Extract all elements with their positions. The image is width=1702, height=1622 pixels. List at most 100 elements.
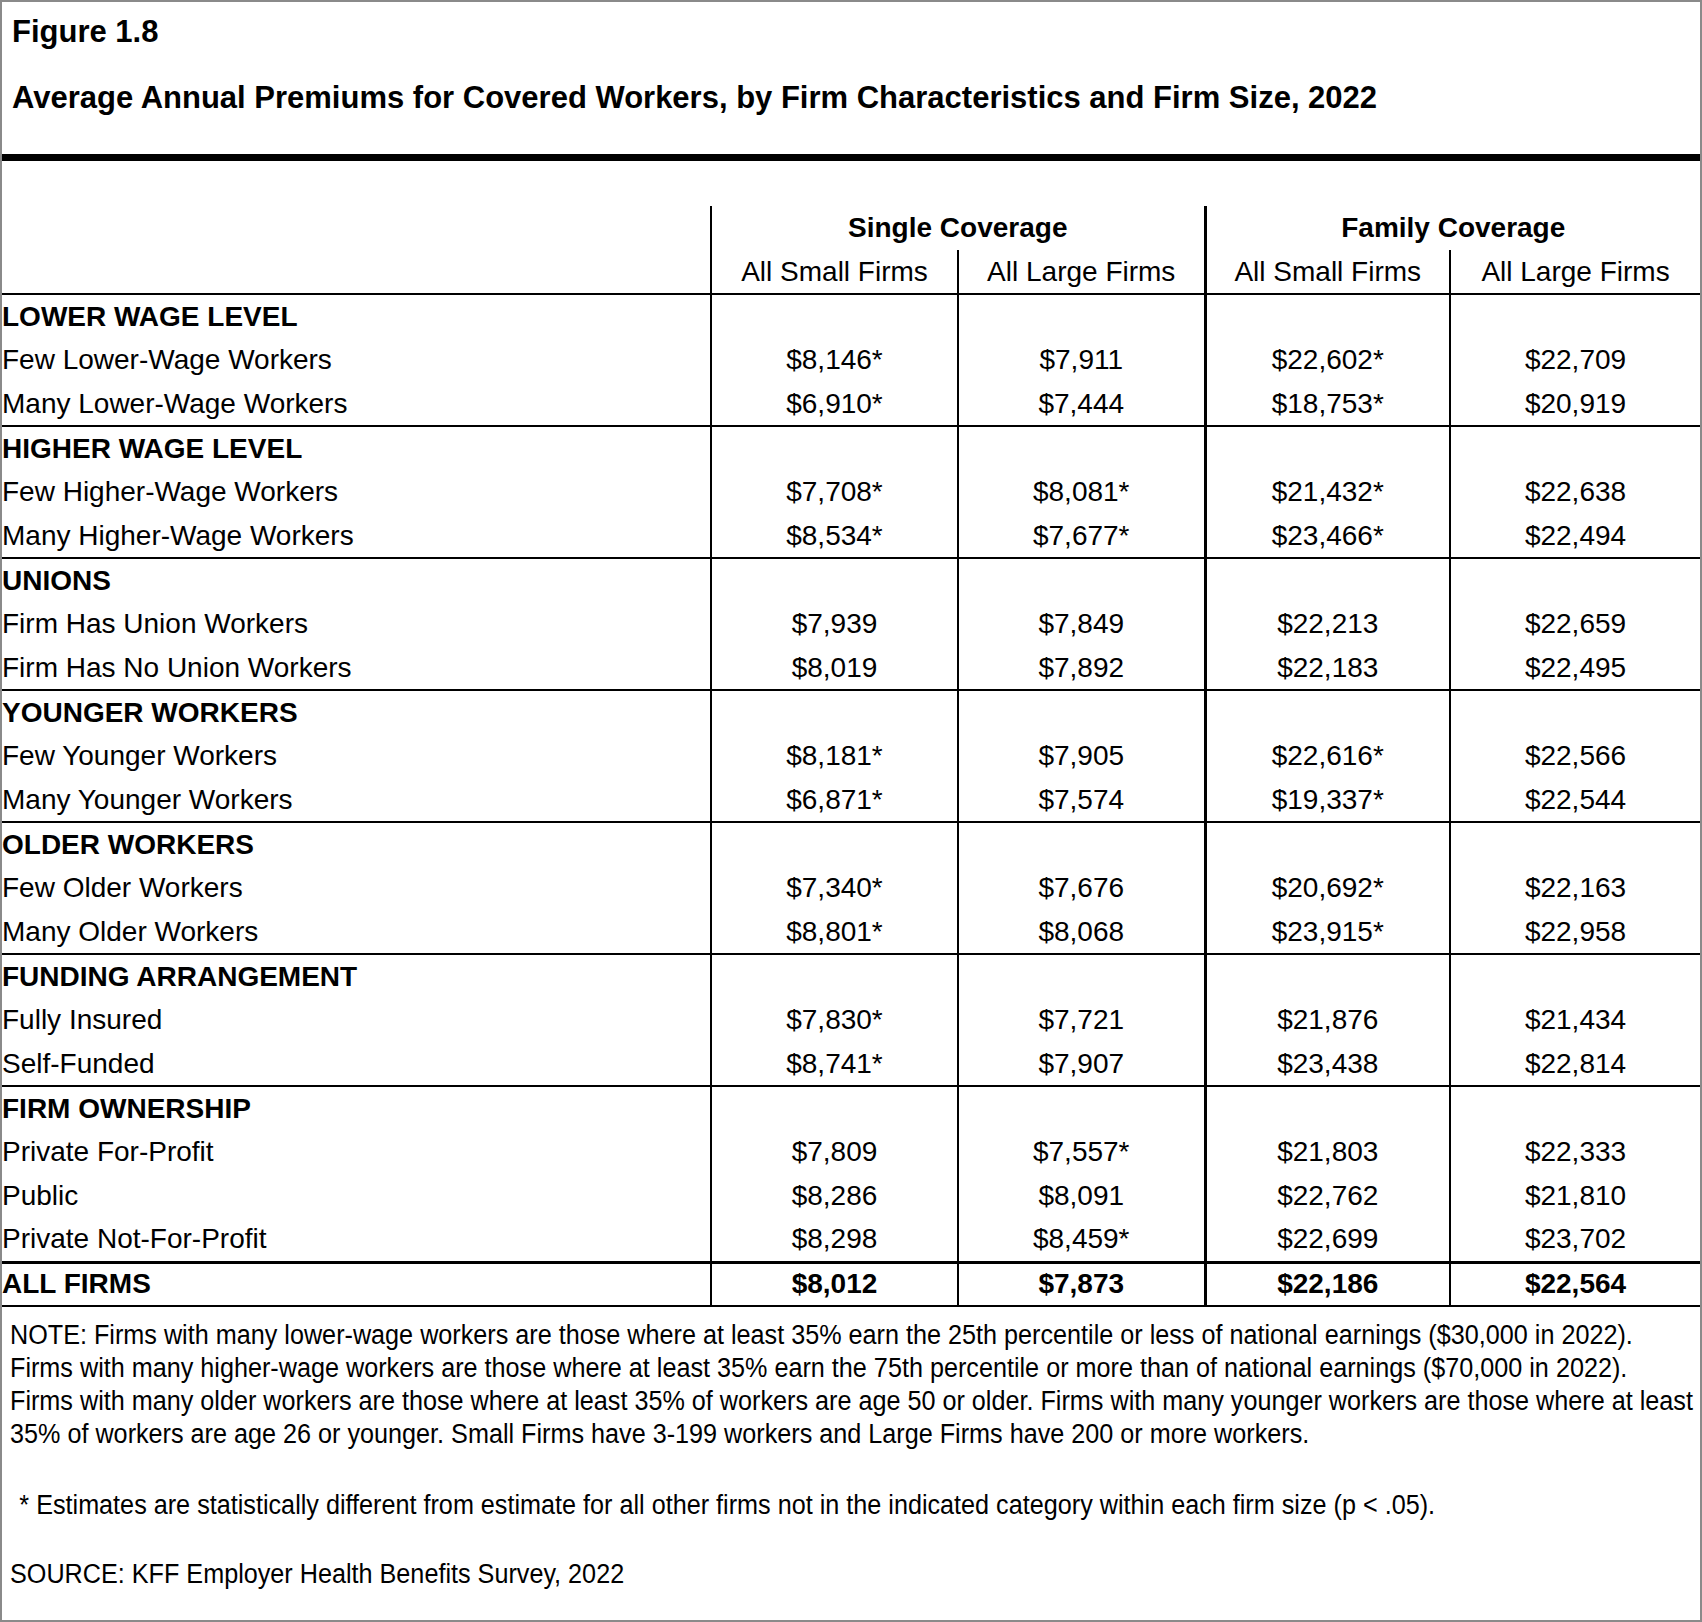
col-header-single-large-firms: All Large Firms bbox=[958, 250, 1205, 294]
spacer-cell bbox=[958, 426, 1205, 470]
row-label: Firm Has Union Workers bbox=[2, 602, 711, 646]
value-cell: $7,911 bbox=[958, 338, 1205, 382]
value-cell: $21,803 bbox=[1205, 1130, 1450, 1174]
table-row: Private For-Profit $7,809 $7,557* $21,80… bbox=[2, 1130, 1700, 1174]
col-header-family-large-firms: All Large Firms bbox=[1450, 250, 1700, 294]
spacer-cell bbox=[1450, 294, 1700, 338]
value-cell: $7,557* bbox=[958, 1130, 1205, 1174]
table-row: Self-Funded $8,741* $7,907 $23,438 $22,8… bbox=[2, 1042, 1700, 1086]
value-cell: $21,876 bbox=[1205, 998, 1450, 1042]
value-cell: $22,564 bbox=[1450, 1262, 1700, 1306]
value-cell: $8,459* bbox=[958, 1218, 1205, 1262]
value-cell: $8,068 bbox=[958, 910, 1205, 954]
spacer-cell bbox=[1450, 690, 1700, 734]
value-cell: $22,958 bbox=[1450, 910, 1700, 954]
value-cell: $7,809 bbox=[711, 1130, 958, 1174]
spacer-cell bbox=[958, 294, 1205, 338]
coverage-header-row: Single Coverage Family Coverage bbox=[2, 206, 1700, 250]
value-cell: $8,741* bbox=[711, 1042, 958, 1086]
table-row: Few Lower-Wage Workers $8,146* $7,911 $2… bbox=[2, 338, 1700, 382]
table-row: Firm Has Union Workers $7,939 $7,849 $22… bbox=[2, 602, 1700, 646]
premiums-table: Single Coverage Family Coverage All Smal… bbox=[2, 206, 1700, 1307]
row-label: Few Older Workers bbox=[2, 866, 711, 910]
col-header-family-small-firms: All Small Firms bbox=[1205, 250, 1450, 294]
value-cell: $8,286 bbox=[711, 1174, 958, 1218]
value-cell: $7,892 bbox=[958, 646, 1205, 690]
row-label: Fully Insured bbox=[2, 998, 711, 1042]
table-row: Private Not-For-Profit $8,298 $8,459* $2… bbox=[2, 1218, 1700, 1262]
spacer-cell bbox=[958, 558, 1205, 602]
section-header: FIRM OWNERSHIP bbox=[2, 1086, 711, 1130]
table-row: Few Older Workers $7,340* $7,676 $20,692… bbox=[2, 866, 1700, 910]
value-cell: $22,602* bbox=[1205, 338, 1450, 382]
spacer-cell bbox=[711, 294, 958, 338]
spacer-cell bbox=[711, 426, 958, 470]
table-row: Firm Has No Union Workers $8,019 $7,892 … bbox=[2, 646, 1700, 690]
value-cell: $7,830* bbox=[711, 998, 958, 1042]
value-cell: $20,919 bbox=[1450, 382, 1700, 426]
value-cell: $6,910* bbox=[711, 382, 958, 426]
table-row: Public $8,286 $8,091 $22,762 $21,810 bbox=[2, 1174, 1700, 1218]
spacer-cell bbox=[2, 206, 711, 250]
spacer-cell bbox=[1205, 558, 1450, 602]
spacer-cell bbox=[711, 954, 958, 998]
spacer-cell bbox=[711, 690, 958, 734]
table-row: Many Lower-Wage Workers $6,910* $7,444 $… bbox=[2, 382, 1700, 426]
value-cell: $22,616* bbox=[1205, 734, 1450, 778]
table-row: Many Older Workers $8,801* $8,068 $23,91… bbox=[2, 910, 1700, 954]
spacer-cell bbox=[1205, 294, 1450, 338]
value-cell: $22,544 bbox=[1450, 778, 1700, 822]
col-header-single-small-firms: All Small Firms bbox=[711, 250, 958, 294]
row-label: Few Higher-Wage Workers bbox=[2, 470, 711, 514]
note-text: NOTE: Firms with many lower-wage workers… bbox=[10, 1319, 1694, 1451]
value-cell: $7,905 bbox=[958, 734, 1205, 778]
table-row: Many Younger Workers $6,871* $7,574 $19,… bbox=[2, 778, 1700, 822]
figure-title: Average Annual Premiums for Covered Work… bbox=[12, 80, 1700, 116]
value-cell: $7,677* bbox=[958, 514, 1205, 558]
value-cell: $8,146* bbox=[711, 338, 958, 382]
section-header-row: HIGHER WAGE LEVEL bbox=[2, 426, 1700, 470]
value-cell: $22,709 bbox=[1450, 338, 1700, 382]
value-cell: $20,692* bbox=[1205, 866, 1450, 910]
value-cell: $23,702 bbox=[1450, 1218, 1700, 1262]
spacer-cell bbox=[711, 1086, 958, 1130]
value-cell: $22,638 bbox=[1450, 470, 1700, 514]
family-coverage-header: Family Coverage bbox=[1205, 206, 1700, 250]
section-header: FUNDING ARRANGEMENT bbox=[2, 954, 711, 998]
firm-size-header-row: All Small Firms All Large Firms All Smal… bbox=[2, 250, 1700, 294]
value-cell: $23,915* bbox=[1205, 910, 1450, 954]
section-header: HIGHER WAGE LEVEL bbox=[2, 426, 711, 470]
section-header: OLDER WORKERS bbox=[2, 822, 711, 866]
value-cell: $22,699 bbox=[1205, 1218, 1450, 1262]
value-cell: $21,810 bbox=[1450, 1174, 1700, 1218]
title-divider bbox=[2, 154, 1700, 161]
section-header: UNIONS bbox=[2, 558, 711, 602]
spacer-cell bbox=[1450, 954, 1700, 998]
value-cell: $22,659 bbox=[1450, 602, 1700, 646]
row-label: Private Not-For-Profit bbox=[2, 1218, 711, 1262]
table-row: Many Higher-Wage Workers $8,534* $7,677*… bbox=[2, 514, 1700, 558]
row-label: Few Lower-Wage Workers bbox=[2, 338, 711, 382]
value-cell: $22,762 bbox=[1205, 1174, 1450, 1218]
row-label: Many Older Workers bbox=[2, 910, 711, 954]
row-label: Public bbox=[2, 1174, 711, 1218]
spacer-cell bbox=[1205, 822, 1450, 866]
source-text: SOURCE: KFF Employer Health Benefits Sur… bbox=[10, 1558, 1694, 1591]
section-header-row: UNIONS bbox=[2, 558, 1700, 602]
value-cell: $22,213 bbox=[1205, 602, 1450, 646]
value-cell: $22,186 bbox=[1205, 1262, 1450, 1306]
value-cell: $8,091 bbox=[958, 1174, 1205, 1218]
value-cell: $8,534* bbox=[711, 514, 958, 558]
spacer-cell bbox=[711, 558, 958, 602]
table-row: Fully Insured $7,830* $7,721 $21,876 $21… bbox=[2, 998, 1700, 1042]
value-cell: $7,849 bbox=[958, 602, 1205, 646]
row-label: Many Lower-Wage Workers bbox=[2, 382, 711, 426]
value-cell: $18,753* bbox=[1205, 382, 1450, 426]
value-cell: $7,676 bbox=[958, 866, 1205, 910]
value-cell: $22,495 bbox=[1450, 646, 1700, 690]
value-cell: $22,566 bbox=[1450, 734, 1700, 778]
spacer-cell bbox=[1450, 426, 1700, 470]
value-cell: $23,466* bbox=[1205, 514, 1450, 558]
value-cell: $8,298 bbox=[711, 1218, 958, 1262]
spacer-cell bbox=[2, 250, 711, 294]
